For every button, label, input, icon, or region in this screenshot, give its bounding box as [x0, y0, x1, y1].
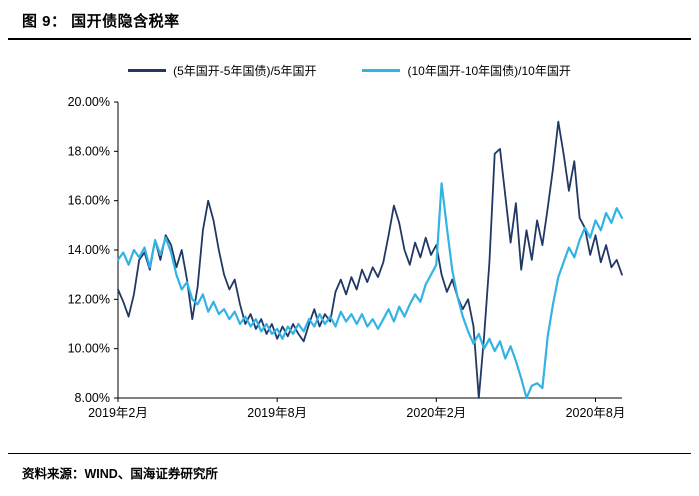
legend-label-10y: (10年国开-10年国债)/10年国开: [407, 64, 571, 78]
legend-line-10y-icon: [362, 69, 401, 72]
source-note: 资料来源：WIND、国海证券研究所: [8, 453, 691, 484]
line-chart: 20.00% 18.00% 16.00% 14.00% 12.00% 10.00% 8.00…: [68, 95, 626, 420]
series-line-1: [116, 182, 624, 400]
chart-area: 20.00% 18.00% 16.00% 14.00% 12.00% 10.00% 8.00…: [40, 88, 640, 433]
y-tick-label: 8.00%: [75, 391, 110, 405]
y-tick-label: 12.00%: [68, 292, 110, 306]
chart-legend: (5年国开-5年国债)/5年国开 (10年国开-10年国债)/10年国开: [0, 62, 699, 79]
y-tick-label: 14.00%: [68, 243, 110, 257]
legend-item-10y: (10年国开-10年国债)/10年国开: [362, 62, 571, 79]
legend-line-5y-icon: [128, 69, 167, 72]
x-tick-label: 2019年8月: [247, 406, 307, 420]
x-tick-label: 2020年8月: [566, 406, 626, 420]
y-tick-label: 10.00%: [68, 342, 110, 356]
legend-label-5y: (5年国开-5年国债)/5年国开: [173, 64, 317, 78]
x-tick-label: 2019年2月: [88, 406, 148, 420]
series-line-0: [117, 120, 623, 399]
x-tick-label: 2020年2月: [406, 406, 466, 420]
y-tick-label: 20.00%: [68, 95, 110, 109]
legend-item-5y: (5年国开-5年国债)/5年国开: [128, 62, 316, 79]
y-tick-label: 18.00%: [68, 144, 110, 158]
source-note-text: 资料来源：WIND、国海证券研究所: [22, 467, 218, 481]
figure-title-text: 图 9： 国开债隐含税率: [22, 13, 180, 30]
y-tick-label: 16.00%: [68, 194, 110, 208]
figure-title: 图 9： 国开债隐含税率: [8, 8, 691, 40]
